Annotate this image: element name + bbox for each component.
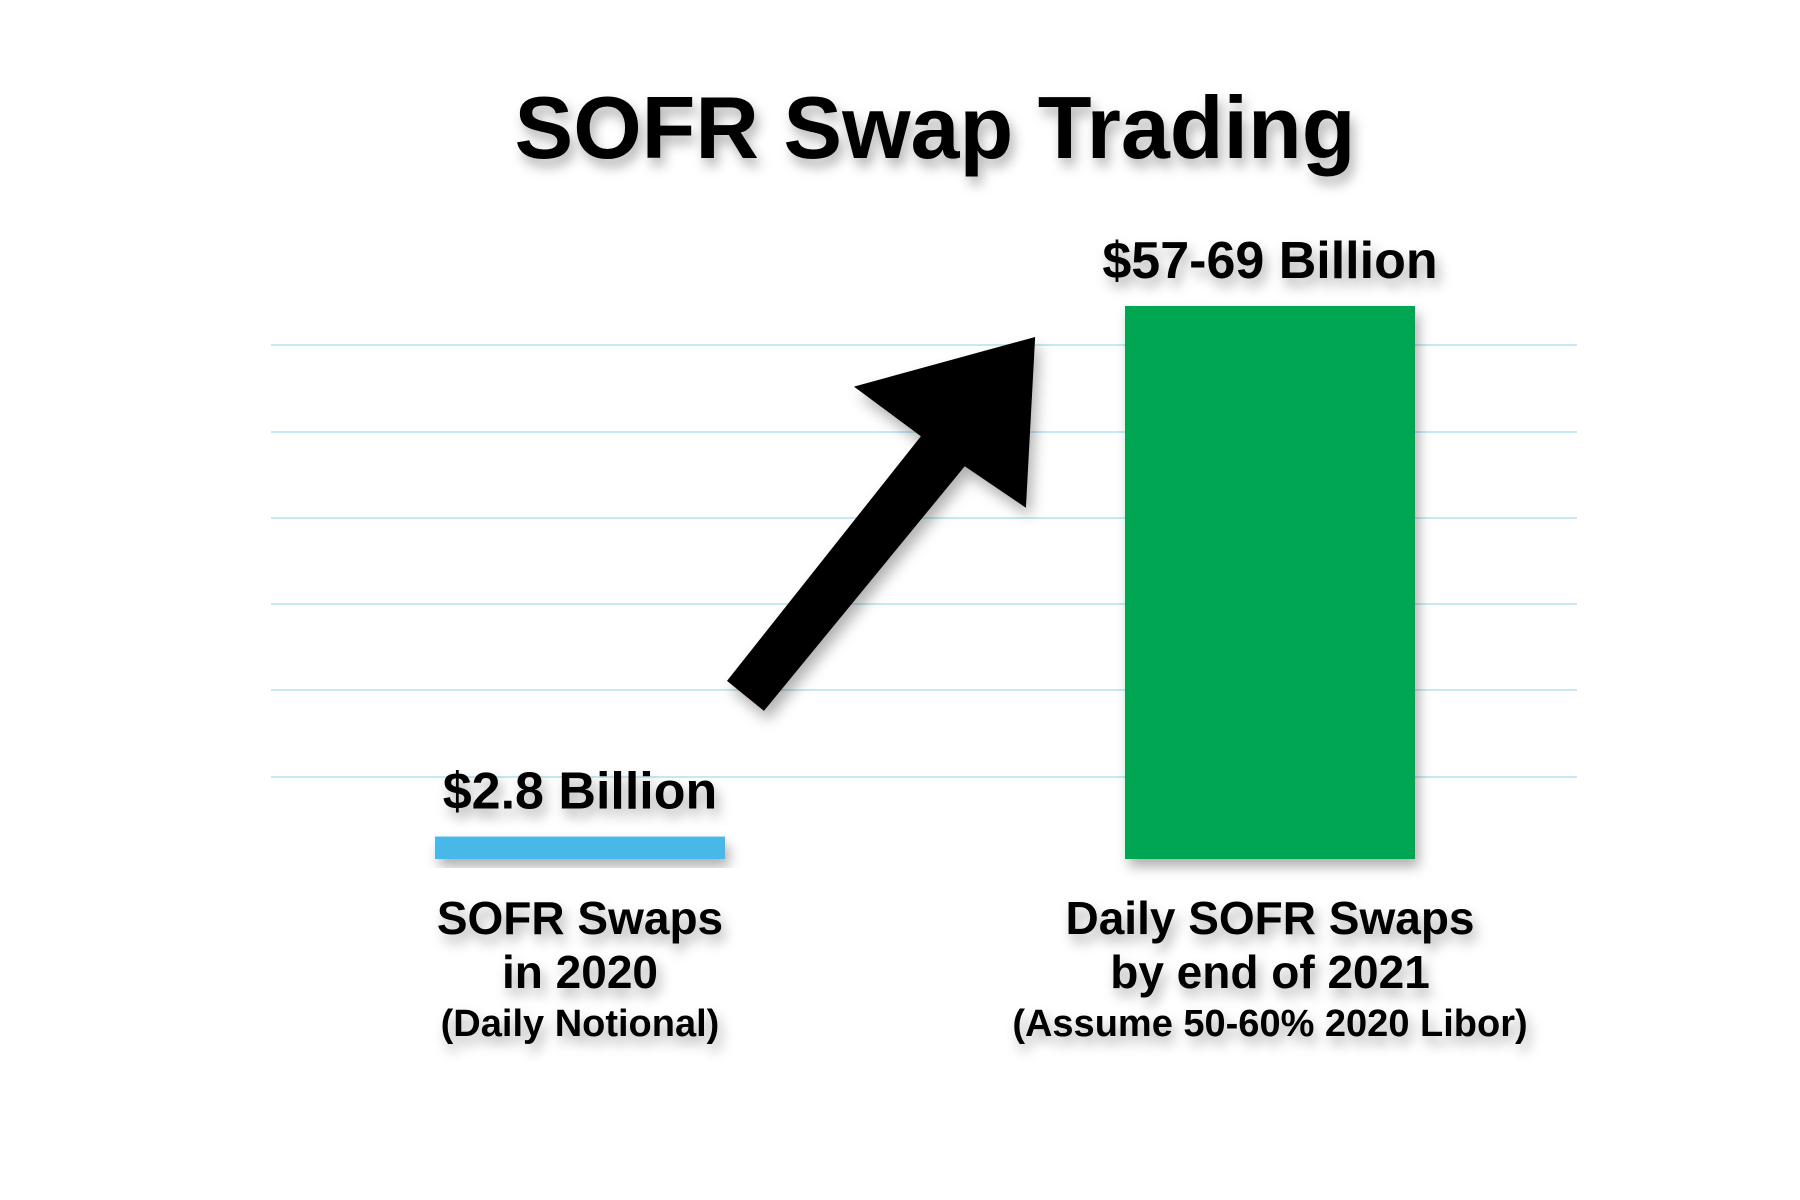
category-note: (Daily Notional) [441,1003,720,1045]
bar [435,836,725,859]
value-label: $2.8 Billion [443,763,718,821]
category-note: (Assume 50-60% 2020 Libor) [1012,1003,1527,1045]
chart-title: SOFR Swap Trading [515,78,1356,177]
x-tick-label: Daily SOFR Swaps [1065,892,1474,944]
arrow-shape [727,336,1036,711]
x-tick-label: by end of 2021 [1110,946,1430,998]
x-tick-label: in 2020 [502,946,658,998]
arrow [727,336,1036,711]
x-tick-label: SOFR Swaps [437,892,723,944]
value-label: $57-69 Billion [1102,232,1437,290]
bar [1125,306,1415,859]
